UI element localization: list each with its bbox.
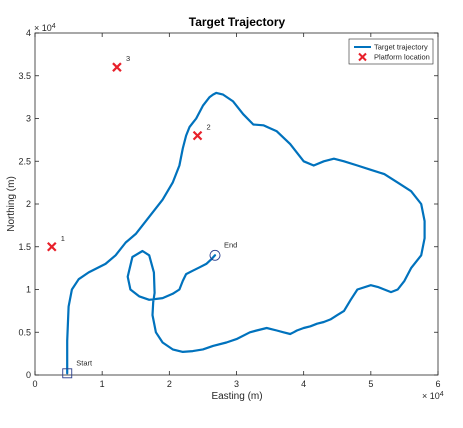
annotation-layer: Start End [62, 240, 237, 379]
x-tick-label: 4 [301, 379, 306, 389]
y-tick-label: 0.5 [18, 327, 31, 337]
end-label: End [224, 240, 237, 249]
x-tick-label: 6 [435, 379, 440, 389]
platform-marker [112, 62, 122, 72]
legend-marker-swatch [358, 52, 367, 62]
platform-label: 2 [207, 123, 211, 132]
y-tick-label: 2.5 [18, 156, 31, 166]
start-marker [62, 368, 73, 379]
y-exponent-power: 4 [52, 23, 56, 30]
platform-marker-stroke [192, 130, 203, 141]
svg-text:× 104: × 104 [422, 391, 444, 401]
series-layer: 1 3 2 [47, 54, 426, 375]
start-label: Start [76, 358, 93, 367]
y-tick-label: 1 [26, 285, 31, 295]
platform-marker-stroke [112, 62, 122, 72]
y-tick-label: 3.5 [18, 71, 31, 81]
x-tick-label: 3 [234, 379, 239, 389]
chart-title: Target Trajectory [189, 15, 286, 29]
platform-marker-stroke [47, 241, 57, 252]
x-tick-label: 0 [32, 379, 37, 389]
svg-text:× 104: × 104 [34, 23, 56, 33]
x-exponent-base: × 10 [422, 391, 440, 401]
y-tick-label: 1.5 [18, 242, 31, 252]
x-exponent-power: 4 [440, 391, 444, 398]
plot-area [34, 32, 439, 376]
x-tick-label: 1 [100, 379, 105, 389]
y-axis-label: Northing (m) [6, 176, 17, 232]
x-axis-exponent: × 104 [422, 391, 444, 401]
y-axis-exponent: × 104 [34, 23, 56, 33]
platform-marker [47, 241, 57, 252]
platform-label: 3 [126, 54, 130, 63]
platform-marker [192, 130, 203, 141]
x-tick-label: 5 [368, 379, 373, 389]
trajectory-line [66, 91, 426, 375]
y-tick-label: 0 [26, 370, 31, 380]
legend-box [348, 38, 434, 65]
axes-box [34, 32, 439, 376]
platform-label: 1 [61, 234, 65, 243]
y-tick-label: 4 [26, 28, 31, 38]
legend-label-platform: Platform location [374, 53, 430, 62]
axis-ticks: 0 1 2 3 4 5 6 0 0.5 1 1.5 2 2.5 3 3.5 4 [18, 28, 440, 389]
y-exponent-base: × 10 [34, 23, 52, 33]
end-marker [209, 249, 221, 261]
x-axis-label: Easting (m) [211, 391, 262, 402]
y-tick-label: 3 [26, 114, 31, 124]
y-tick-label: 2 [26, 199, 31, 209]
x-tick-label: 2 [167, 379, 172, 389]
legend-label-trajectory: Target trajectory [374, 43, 428, 52]
